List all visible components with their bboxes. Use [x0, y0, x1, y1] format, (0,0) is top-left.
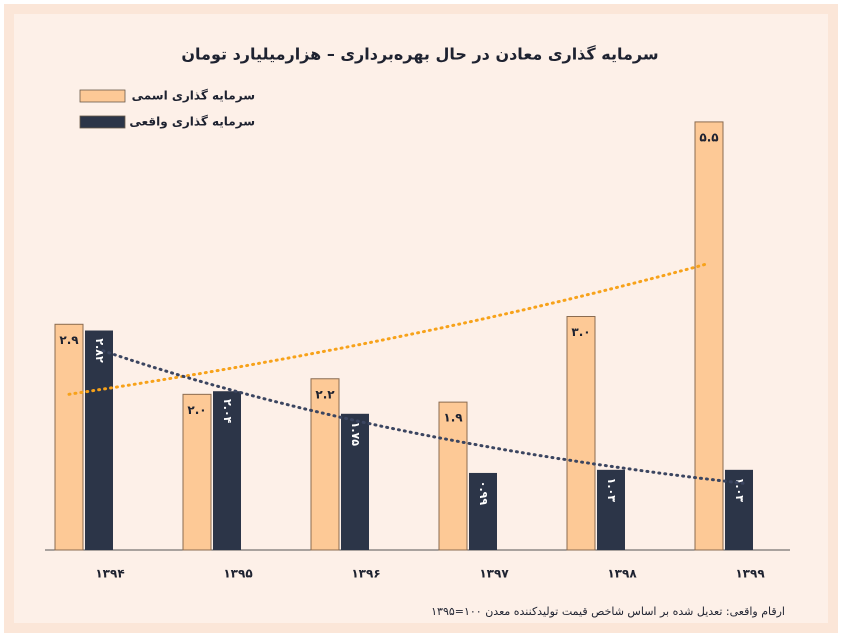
- legend-swatch: [79, 115, 126, 129]
- chart-title: سرمایه گذاری معادن در حال بهره‌برداری – …: [181, 45, 658, 64]
- bar: [725, 469, 753, 550]
- data-label: ۲.۸۲: [93, 338, 106, 363]
- bar: [341, 413, 369, 550]
- bar: [469, 472, 497, 550]
- bar: [213, 391, 241, 550]
- x-tick-label: ۱۳۹۴: [95, 567, 124, 581]
- data-label: ۲.۰: [187, 403, 206, 417]
- x-tick-label: ۱۳۹۸: [607, 567, 637, 581]
- x-tick-label: ۱۳۹۷: [479, 567, 509, 581]
- bar: [438, 401, 468, 551]
- legend-label: سرمایه گذاری واقعی: [129, 115, 255, 130]
- bar: [310, 378, 340, 551]
- note: ارقام واقعی: تعدیل شده بر اساس شاخص قیمت…: [431, 605, 785, 618]
- data-label: ۱.۰۳: [605, 478, 618, 503]
- data-label: ۱.۷۵: [349, 422, 362, 447]
- trend-line: [101, 349, 745, 485]
- bar: [694, 121, 724, 551]
- chart-area: [14, 14, 828, 623]
- data-label: ۰.۹۹: [477, 481, 490, 506]
- bar: [85, 330, 113, 550]
- bar: [597, 469, 625, 550]
- data-label: ۲.۹: [59, 333, 79, 347]
- data-label: ۵.۵: [699, 130, 718, 144]
- data-label: ۳.۰: [571, 325, 590, 339]
- trend-line: [67, 261, 711, 396]
- legend-swatch: [79, 89, 126, 103]
- data-label: ۱.۹: [443, 411, 463, 425]
- data-label: ۱.۰۳: [733, 478, 746, 503]
- bar: [54, 323, 84, 551]
- data-label: ۲.۲: [315, 387, 335, 401]
- bar: [182, 393, 212, 551]
- legend-label: سرمایه گذاری اسمی: [132, 89, 255, 103]
- x-tick-label: ۱۳۹۹: [735, 567, 765, 581]
- bar: [566, 316, 596, 551]
- x-tick-label: ۱۳۹۶: [351, 567, 380, 581]
- data-label: ۲.۰۴: [221, 399, 234, 424]
- x-tick-label: ۱۳۹۵: [223, 567, 252, 581]
